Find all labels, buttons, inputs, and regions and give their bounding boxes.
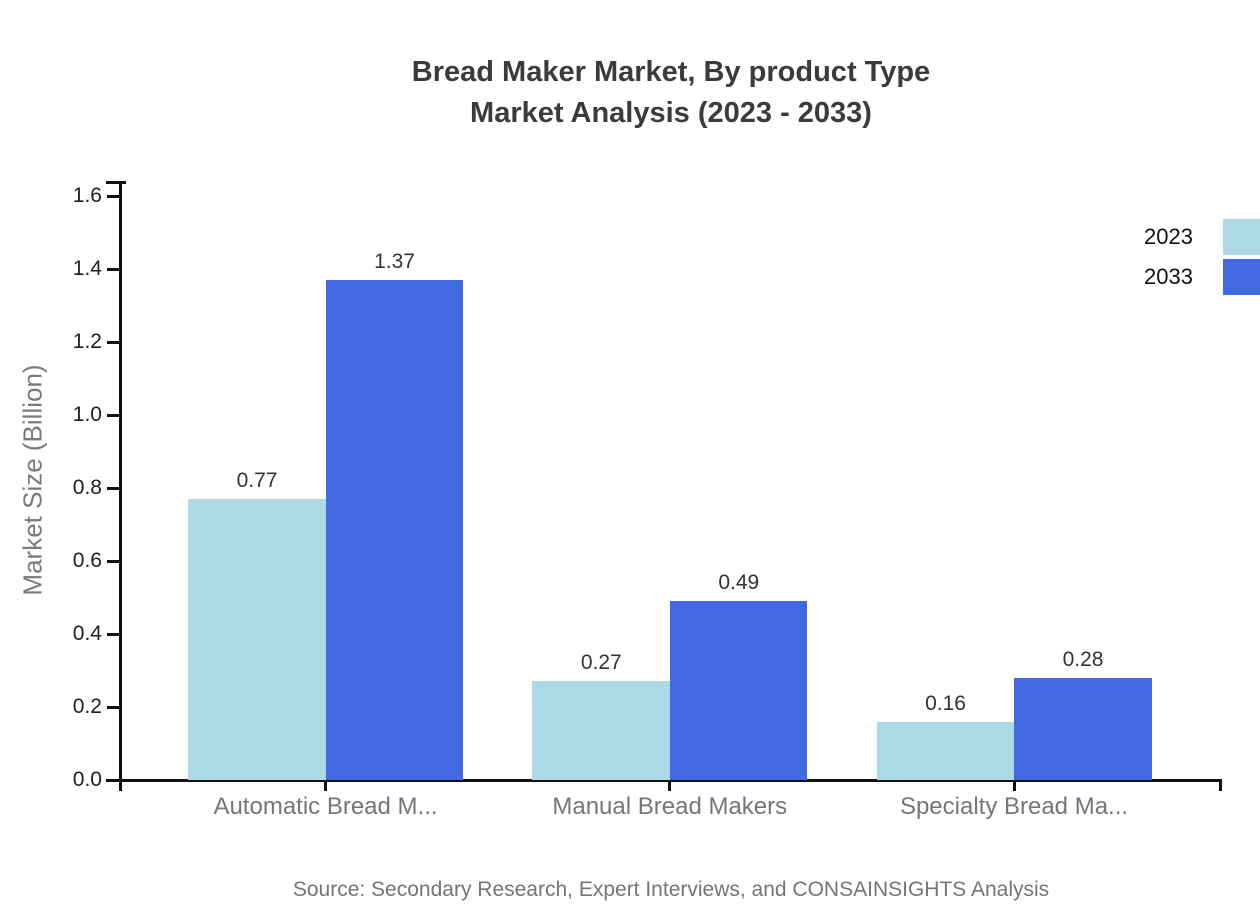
x-axis-end-cap [1219, 779, 1222, 791]
y-tick [107, 486, 119, 490]
y-tick [107, 340, 119, 344]
x-tick [324, 780, 327, 791]
x-axis-spine [106, 779, 1222, 782]
source-attribution: Source: Secondary Research, Expert Inter… [292, 878, 1050, 901]
legend-swatch [1223, 219, 1260, 255]
bar [876, 721, 1014, 780]
y-tick [107, 705, 119, 709]
bar [325, 279, 463, 780]
chart-title: Bread Maker Market, By product Type Mark… [120, 52, 1222, 134]
bar-value-label: 0.16 [925, 691, 966, 715]
y-tick [107, 778, 119, 782]
y-tick [107, 267, 119, 271]
legend-swatch [1223, 259, 1260, 295]
y-tick-label: 1.0 [72, 403, 102, 426]
y-tick-label: 1.6 [72, 184, 102, 207]
chart-title-line-1: Bread Maker Market, By product Type [411, 56, 931, 88]
legend-label: 2023 [1144, 224, 1193, 249]
y-tick-label: 0.4 [72, 622, 102, 645]
y-tick [107, 632, 119, 636]
bar-value-label: 0.28 [1062, 647, 1104, 671]
y-tick-label: 1.4 [72, 257, 102, 280]
bar-value-label: 0.77 [236, 468, 278, 492]
bar [532, 681, 670, 780]
y-tick-label: 0.2 [72, 695, 102, 718]
bar-value-label: 0.49 [718, 571, 760, 595]
x-tick [668, 780, 672, 791]
y-tick-label: 0.0 [72, 768, 102, 791]
bar [1014, 677, 1152, 780]
y-tick-label: 0.8 [72, 476, 102, 499]
legend-label: 2033 [1144, 264, 1193, 289]
x-axis-category-label: Manual Bread Makers [552, 793, 788, 820]
y-tick [107, 194, 119, 198]
y-axis-spine [119, 182, 122, 791]
y-tick-label: 1.2 [72, 330, 102, 353]
bar-value-label: 1.37 [374, 249, 415, 273]
bar [669, 601, 808, 780]
chart-title-line-2: Market Analysis (2023 - 2033) [470, 97, 872, 129]
y-tick-label: 0.6 [72, 549, 102, 572]
y-tick [107, 559, 119, 563]
x-tick [1012, 780, 1016, 791]
y-axis-top-cap [106, 181, 126, 184]
y-tick [107, 413, 119, 417]
bar [188, 498, 326, 780]
x-axis-category-label: Automatic Bread M... [213, 793, 438, 820]
x-axis-category-label: Specialty Bread Ma... [899, 793, 1129, 820]
bar-value-label: 0.27 [580, 651, 622, 675]
